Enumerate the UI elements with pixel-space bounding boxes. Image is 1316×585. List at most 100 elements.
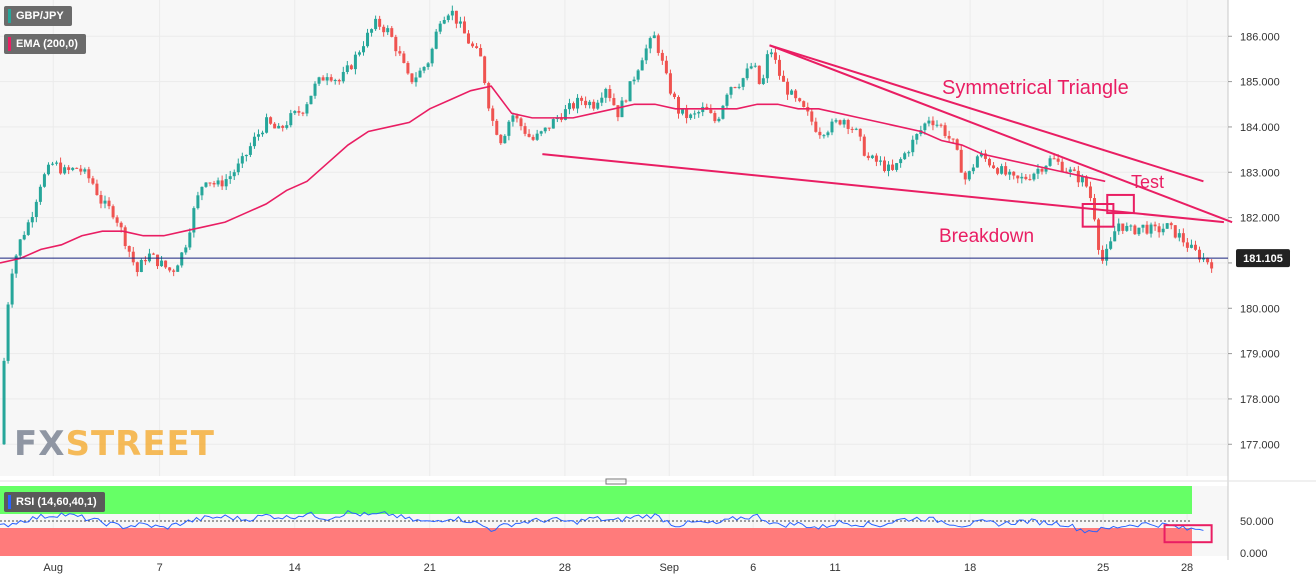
candle-body <box>858 128 862 137</box>
rsi-line <box>0 509 1204 534</box>
candle-body <box>794 90 798 99</box>
candle-body <box>672 93 676 97</box>
candle-body <box>761 78 765 84</box>
candle-body <box>1084 176 1088 187</box>
candle-body <box>277 125 281 129</box>
candle-body <box>1056 158 1060 162</box>
time-tick-label: Aug <box>43 562 63 574</box>
instrument-label[interactable]: GBP/JPY <box>4 6 72 26</box>
candle-body <box>1024 176 1028 180</box>
candle-body <box>963 172 967 180</box>
candle-body <box>834 120 838 122</box>
candle-body <box>46 164 50 175</box>
candle-body <box>903 153 907 160</box>
candle-body <box>543 127 547 132</box>
candle-body <box>899 159 903 164</box>
candle-body <box>608 88 612 99</box>
candle-body <box>664 60 668 74</box>
candle-body <box>503 135 507 144</box>
candle-body <box>765 54 769 79</box>
candle-body <box>632 79 636 82</box>
candle-body <box>499 134 503 144</box>
candle-body <box>309 95 313 105</box>
rsi-label[interactable]: RSI (14,60,40,1) <box>4 492 105 512</box>
candle-body <box>289 113 293 126</box>
candle-body <box>466 33 470 44</box>
candle-body <box>616 105 620 118</box>
candle-body <box>935 124 939 126</box>
candle-body <box>475 46 479 49</box>
candle-body <box>1113 231 1117 242</box>
candle-body <box>442 20 446 24</box>
candle-body <box>1048 158 1052 166</box>
ema-label[interactable]: EMA (200,0) <box>4 34 86 54</box>
candle-body <box>1060 161 1064 172</box>
candle-body <box>430 48 434 64</box>
candle-body <box>870 155 874 158</box>
candle-body <box>200 186 204 196</box>
price-panel-bg <box>0 0 1228 476</box>
triangle-upper-line <box>769 44 1204 183</box>
candle-body <box>782 75 786 82</box>
candle-body <box>612 98 616 106</box>
candle-body <box>293 111 297 114</box>
last-price-label: 181.105 <box>1243 253 1283 265</box>
candle-body <box>79 168 83 172</box>
candle-body <box>729 87 733 95</box>
candle-body <box>1210 262 1214 269</box>
candle-body <box>103 200 107 204</box>
candle-body <box>753 65 757 67</box>
time-tick-label: 7 <box>157 562 163 574</box>
candle-body <box>588 101 592 106</box>
candle-body <box>313 83 317 96</box>
candle-body <box>996 168 1000 174</box>
candle-body <box>826 132 830 136</box>
candle-body <box>584 100 588 106</box>
candle-body <box>285 125 289 128</box>
rsi-tick-label: 50.000 <box>1240 516 1274 528</box>
breakdown-label: Breakdown <box>939 226 1034 247</box>
candle-body <box>769 52 773 55</box>
price-tick-label: 185.000 <box>1240 77 1280 89</box>
candles-group <box>2 5 1214 445</box>
highlight-box <box>1081 203 1115 228</box>
rsi-highlight-box <box>1163 524 1213 544</box>
candle-body <box>1193 244 1197 250</box>
candle-body <box>406 62 410 74</box>
candle-body <box>668 73 672 94</box>
candle-body <box>107 200 111 207</box>
candle-body <box>256 134 260 137</box>
candle-body <box>519 118 523 127</box>
candle-body <box>810 111 814 122</box>
candle-body <box>269 117 273 124</box>
triangle-title: Symmetrical Triangle <box>942 77 1129 99</box>
candle-body <box>515 115 519 119</box>
candle-body <box>862 136 866 156</box>
candle-body <box>628 81 632 102</box>
candle-body <box>975 156 979 168</box>
candle-body <box>212 182 216 185</box>
candle-body <box>677 96 681 114</box>
candle-body <box>216 180 220 185</box>
price-tick-label: 182.000 <box>1240 213 1280 225</box>
time-tick-label: 6 <box>750 562 756 574</box>
candle-body <box>1206 257 1210 263</box>
candle-body <box>220 180 224 187</box>
candle-body <box>576 97 580 109</box>
candle-body <box>176 265 180 272</box>
candle-body <box>127 246 131 252</box>
rsi-upper-band <box>0 486 1192 514</box>
candle-body <box>911 139 915 153</box>
candle-body <box>1080 176 1084 183</box>
candle-body <box>636 70 640 80</box>
candle-body <box>547 127 551 129</box>
candle-body <box>1165 223 1169 229</box>
candle-body <box>34 201 38 217</box>
candle-body <box>866 155 870 158</box>
candle-body <box>321 77 325 81</box>
candle-body <box>1016 175 1020 179</box>
candle-body <box>135 262 139 273</box>
candle-body <box>992 165 996 169</box>
candle-body <box>479 48 483 57</box>
